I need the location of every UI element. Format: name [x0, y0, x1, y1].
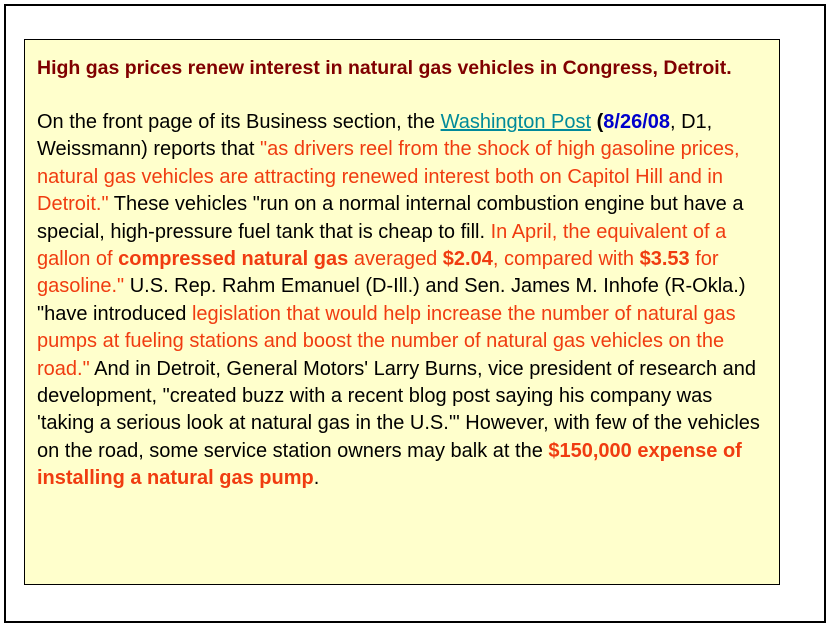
quote-highlight: for gasoline." [37, 248, 719, 298]
emphasis-highlight: $150,000 expense of installing a natural… [37, 439, 742, 490]
text-segment: , D1, Weissmann) reports that [37, 111, 713, 161]
emphasis-highlight: $3.53 [639, 248, 690, 271]
emphasis-highlight: compressed natural gas [118, 248, 349, 271]
headline: High gas prices renew interest in natura… [37, 57, 732, 79]
text-segment: . [313, 467, 320, 490]
text-segment: And in Detroit, General Motors' Larry Bu… [37, 357, 760, 462]
quote-highlight: averaged [348, 248, 443, 271]
source-link[interactable]: Washington Post [440, 111, 592, 133]
citation-open-paren: ( [596, 111, 604, 133]
citation-date: 8/26/08 [603, 111, 670, 133]
quote-highlight: legislation that would help increase the… [37, 302, 736, 380]
text-segment: On the front page of its Business sectio… [37, 111, 441, 133]
quote-highlight: "as drivers reel from the shock of high … [37, 138, 740, 216]
quote-highlight: , compared with [492, 248, 640, 271]
text-segment: These vehicles "run on a normal internal… [37, 193, 744, 243]
news-item-box: High gas prices renew interest in natura… [24, 39, 780, 585]
article-body: On the front page of its Business sectio… [37, 109, 769, 493]
outer-frame: High gas prices renew interest in natura… [4, 4, 826, 623]
emphasis-highlight: $2.04 [442, 248, 493, 271]
quote-highlight: In April, the equivalent of a gallon of [37, 220, 727, 271]
text-segment: U.S. Rep. Rahm Emanuel (D-Ill.) and Sen.… [37, 275, 746, 325]
